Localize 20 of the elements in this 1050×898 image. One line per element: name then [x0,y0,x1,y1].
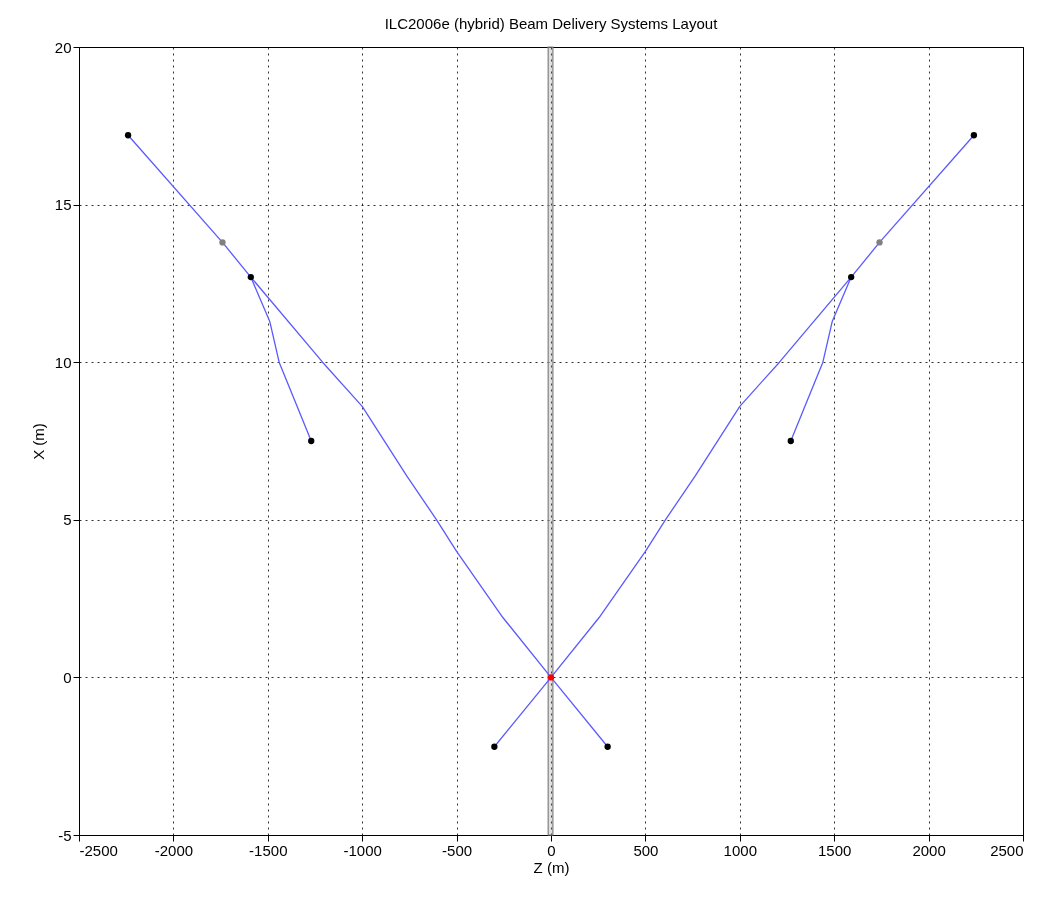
chart-title: ILC2006e (hybrid) Beam Delivery Systems Layout [384,15,719,32]
y-tick-label: 0 [63,668,72,686]
x-tick-label: 2000 [912,841,946,859]
y-tick-label: -5 [58,826,72,844]
x-tick-label: -2000 [154,841,194,859]
x-tick-label: 2500 [990,841,1024,859]
y-axis-title: X (m) [29,423,47,460]
y-tick-label: 5 [63,511,72,529]
x-tick-label: 1000 [723,841,757,859]
x-tick-label: -500 [442,841,473,859]
y-tick-label: 10 [54,353,72,371]
x-tick-label: 0 [547,841,556,859]
x-axis-title: Z (m) [533,858,570,876]
x-tick-label: -1000 [343,841,382,859]
y-tick-label: 20 [54,38,72,56]
x-tick-label: 1500 [818,841,852,859]
x-tick-label: -2500 [79,841,118,859]
x-tick-label: -1500 [249,841,288,859]
x-tick-label: 500 [633,841,659,859]
y-tick-label: 15 [54,196,72,214]
